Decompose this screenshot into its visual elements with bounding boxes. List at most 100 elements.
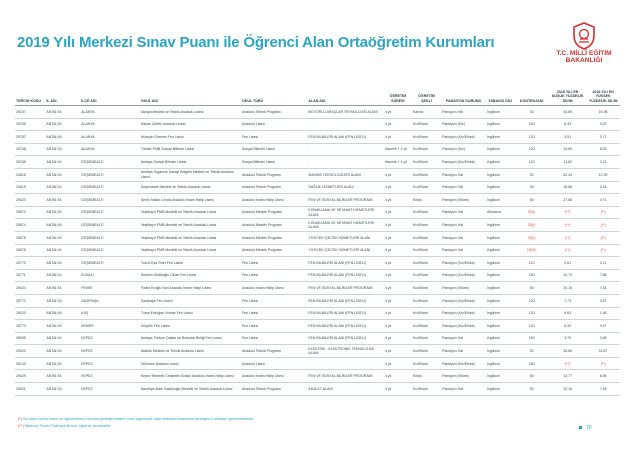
table-cell: 4 yıl [383, 357, 412, 371]
footnote-text: Bu alanı tercih eden ve öğrencilerin mer… [22, 416, 255, 421]
table-cell: Pansiyon (Erkek) [441, 193, 487, 207]
table-cell: Kız/Erkek [411, 168, 442, 182]
table-row: 25769 ANTALYA DÖŞEMEALTI Antalya Sosyal Bil… [15, 155, 620, 169]
column-header: KONTENJANI [514, 76, 550, 106]
table-cell: 35095 [15, 332, 46, 346]
table-cell: Anadolu İmam Hatip Lisesi [241, 369, 308, 384]
table-cell: Sosyal Bilimler Lisesi [241, 155, 308, 169]
table-cell: Antalya Sosyal Bilimler Lisesi [139, 155, 242, 169]
table-cell: 30(*) [514, 218, 550, 232]
table-row: 30875 ANTALYA DÖŞEMEALTI Yeşilbayır PMB Mes… [15, 231, 620, 245]
table-cell: ANTALYA [45, 357, 81, 371]
table-cell: YİYECEK İÇECEK HİZMETLERİ ALANI [307, 231, 384, 245]
table-cell: Kız/Erkek [411, 143, 442, 157]
table-cell: 20619 [15, 181, 46, 195]
table-cell: 4 yıl [383, 168, 412, 182]
table-cell: KEPEZ [80, 332, 140, 346]
column-header: ÖĞRETİM SÜRESİ [383, 76, 412, 106]
table-cell: Anadolu Lisesi [241, 118, 308, 132]
table-cell: Fen Lisesi [241, 130, 308, 144]
table-cell: Hüseyin Girenes Fen Lisesi [139, 130, 242, 144]
table-cell: Kız/Erkek [411, 206, 442, 220]
table-cell: (**) [549, 218, 587, 232]
table-row: 30878 ANTALYA DÖŞEMEALTI Yeşilbayır PMB Mes… [15, 244, 620, 258]
table-cell: Kız/Erkek [411, 319, 442, 333]
table-cell: 30875 [15, 231, 46, 245]
table-cell: 7,73 [549, 294, 587, 308]
table-row: 25766 ANTALYA ALANYA Hasan Çelebi Anadolu L… [15, 118, 620, 132]
table-cell: Yeşilbayır PMB Mesleki ve Teknik Anadolu… [139, 206, 242, 220]
table-cell: Kız/Erkek [411, 218, 442, 232]
table-cell: Pansiyon (Kız) [441, 143, 487, 157]
table-cell: Kız/Erkek [411, 130, 442, 144]
table-cell: ALANYA [80, 105, 140, 119]
table-cell: 20618 [15, 168, 46, 182]
table-cell: İngilizce [486, 319, 515, 333]
table-cell: 4 yıl [383, 332, 412, 346]
table-cell: 180 [514, 357, 550, 371]
table-cell: - [307, 118, 384, 132]
table-cell: 4 yıl [383, 118, 412, 132]
table-row: 35095 ANTALYA KEPEZ Antalya Türkiye Odalar … [15, 332, 620, 346]
table-cell: 120 [514, 319, 550, 333]
table-cell: 4 yıl [383, 231, 412, 245]
table-cell: İngilizce [486, 244, 515, 258]
table-cell: 19,69 [549, 143, 587, 157]
table-cell: Pansiyon Yok [441, 105, 487, 119]
table-cell: 60 [514, 369, 550, 384]
table-cell: Pansiyon Yok [441, 181, 487, 195]
table-cell: Pansiyon Yok [441, 382, 487, 396]
table-cell: İngilizce [486, 168, 515, 182]
table-cell: YİYECEK İÇECEK HİZMETLERİ ALANI [307, 244, 384, 258]
table-cell: DÖŞEMEALTI [80, 206, 140, 220]
table-cell: DÖŞEMEALTI [80, 168, 140, 182]
table-cell: 20621 [15, 382, 46, 396]
table-cell: FİNİKE [80, 281, 140, 295]
table-cell: 1,48 [586, 307, 620, 321]
table-cell: 3,51 [549, 130, 587, 144]
table-cell: 4 yıl [383, 307, 412, 321]
table-cell: 25766 [15, 118, 46, 132]
table-cell: FEN BİLİMLERİ ALANI (FEN LİSELİ) [307, 269, 384, 283]
table-cell: 4,71 [586, 193, 620, 207]
footnote-1: (*) Bu alanı tercih eden ve öğrencilerin… [18, 415, 254, 422]
table-cell: 4 yıl [383, 193, 412, 207]
table-cell: 150 [514, 269, 550, 283]
table-cell: (**) [586, 231, 620, 245]
table-cell: 25772 [15, 294, 46, 308]
table-cell: 16,98 [586, 105, 620, 119]
table-cell: Erkek [411, 369, 442, 384]
table-cell: FEN VE SOSYAL BİLİMLER PROGRAMI [307, 281, 384, 295]
footnote-text: Merkezi Sınav Puanıyla ilk kez öğrenci a… [23, 423, 112, 428]
table-cell: İngilizce [486, 193, 515, 207]
table-cell: 25773 [15, 319, 46, 333]
table-cell: 0,95 [586, 332, 620, 346]
column-header: YABANCI DİLİ [486, 76, 515, 106]
table-cell: Fen Lisesi [241, 307, 308, 321]
table-cell: 25767 [15, 130, 46, 144]
table-cell: 12,99 [586, 168, 620, 182]
table-cell: Nazmiye Alam Saatçioğlu Mesleki ve Tekni… [139, 382, 242, 396]
table-cell: Pansiyon (Kız) [441, 118, 487, 132]
table-cell: 25769 [15, 155, 46, 169]
table-cell: ANTALYA [45, 369, 81, 384]
table-cell: Kız/Erkek [411, 332, 442, 346]
table-cell: (**) [586, 244, 620, 258]
table-cell: ALANYA [80, 143, 140, 157]
table-cell: 30 [514, 105, 550, 119]
table-cell: İngilizce [486, 143, 515, 157]
table-cell: Alanya Mesleki ve Teknik Anadolu Lisesi [139, 105, 242, 119]
table-cell: FEN VE SOSYAL BİLİMLER PROGRAMI [307, 193, 384, 207]
table-row: 25772 ANTALYA GAZİPAŞA Gazipaşa Fen Lisesi F… [15, 294, 620, 308]
table-cell: ALANYA [80, 130, 140, 144]
table-cell: ANTALYA [45, 281, 81, 295]
table-cell: Gazipaşa Fen Lisesi [139, 294, 242, 308]
table-cell: ANTALYA [45, 231, 81, 245]
table-cell: 60 [514, 281, 550, 295]
table-row: 20620 ANTALYA KEPEZ Atatürk Mesleki ve Tekn… [15, 344, 620, 358]
table-cell: ELEKTRİK - ELEKTRONİK TEKNOLOJİSİ ALANI [307, 344, 384, 358]
table-cell: Fen Lisesi [241, 256, 308, 270]
table-cell: İngilizce [486, 344, 515, 358]
table-cell: Pansiyon (Erkek) [441, 369, 487, 384]
table-cell: 30143 [15, 357, 46, 371]
